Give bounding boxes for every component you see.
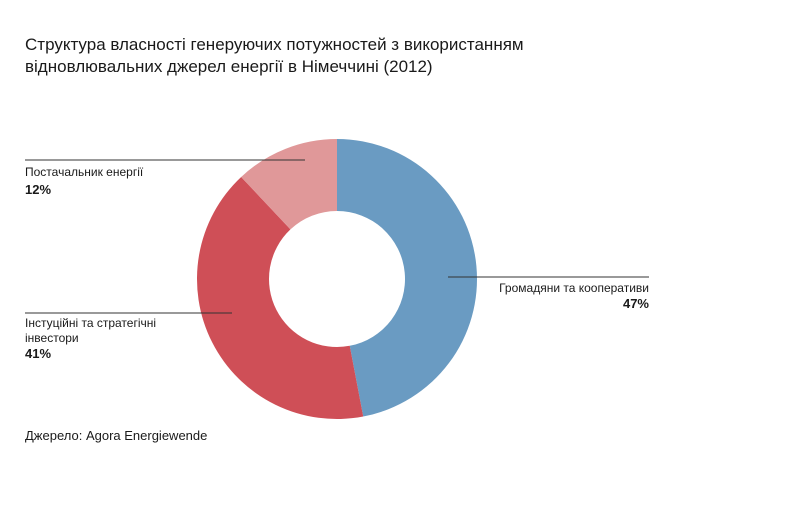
slice-energy-supplier xyxy=(241,139,337,230)
label-energy-supplier: Постачальник енергії xyxy=(25,165,144,179)
chart-title: Структура власності генеруючих потужност… xyxy=(25,35,524,76)
value-label-citizens-cooperatives: 47% xyxy=(623,296,649,311)
source-note: Джерело: Agora Energiewende xyxy=(25,428,208,443)
label-citizens-cooperatives: Громадяни та кооперативи xyxy=(499,281,649,295)
slice-institutional-investors xyxy=(197,176,364,419)
value-label-institutional-investors: 41% xyxy=(25,346,51,361)
value-label-energy-supplier: 12% xyxy=(25,182,51,197)
slice-citizens-cooperatives xyxy=(337,139,477,417)
label-institutional-investors: Інстуційні та стратегічні інвестори xyxy=(25,316,156,345)
